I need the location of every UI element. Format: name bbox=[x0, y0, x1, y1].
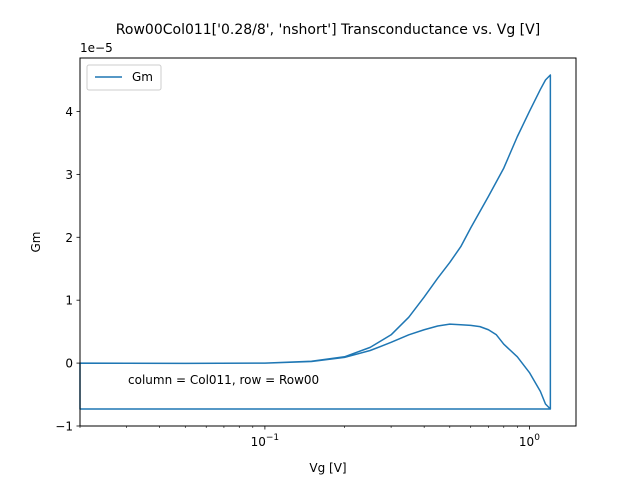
y-tick-label: −1 bbox=[55, 420, 73, 434]
chart-title: Row00Col011['0.28/8', 'nshort'] Transcon… bbox=[116, 22, 540, 38]
y-axis-label: Gm bbox=[29, 232, 43, 253]
x-axis: 10−1 100 bbox=[79, 426, 540, 449]
axes-frame bbox=[79, 57, 577, 427]
legend-box bbox=[86, 64, 162, 91]
y-offset-label: 1e−5 bbox=[80, 41, 113, 55]
x-tick-label: 10−1 bbox=[251, 433, 280, 449]
legend-label: Gm bbox=[132, 70, 153, 84]
y-tick-label: 4 bbox=[65, 105, 73, 119]
x-tick-label: 100 bbox=[519, 433, 540, 449]
annotation-text: column = Col011, row = Row00 bbox=[128, 373, 319, 387]
y-axis: −1 0 1 2 3 4 bbox=[55, 105, 80, 434]
x-axis-label: Vg [V] bbox=[309, 461, 346, 475]
legend: Gm bbox=[86, 64, 162, 91]
y-tick-label: 3 bbox=[65, 168, 73, 182]
series-line-gm bbox=[79, 74, 552, 410]
y-tick-label: 1 bbox=[65, 294, 73, 308]
y-tick-label: 2 bbox=[65, 231, 73, 245]
y-tick-label: 0 bbox=[65, 357, 73, 371]
plot-area bbox=[79, 74, 552, 410]
